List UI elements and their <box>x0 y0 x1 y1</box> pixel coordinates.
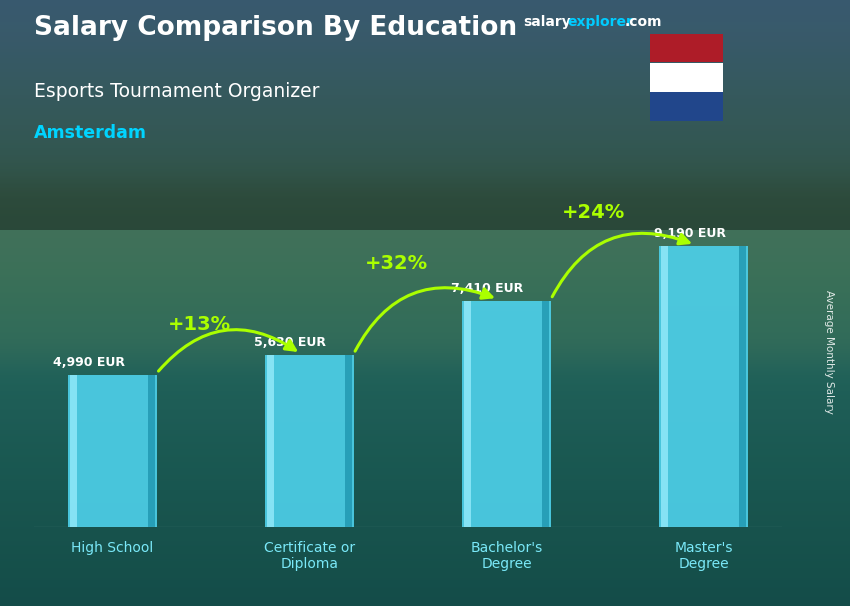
Bar <box>464 301 471 527</box>
Bar <box>267 355 274 527</box>
Bar <box>650 92 722 121</box>
Bar <box>650 63 722 92</box>
Text: Salary Comparison By Education: Salary Comparison By Education <box>34 15 517 41</box>
Text: salary: salary <box>523 15 570 29</box>
Text: 5,630 EUR: 5,630 EUR <box>254 336 326 349</box>
Bar <box>740 247 746 527</box>
Bar <box>345 355 352 527</box>
Text: Average Monthly Salary: Average Monthly Salary <box>824 290 834 413</box>
Bar <box>68 375 156 527</box>
Text: 9,190 EUR: 9,190 EUR <box>654 227 727 240</box>
Text: 4,990 EUR: 4,990 EUR <box>54 356 125 368</box>
Bar <box>660 247 748 527</box>
Text: Esports Tournament Organizer: Esports Tournament Organizer <box>34 82 320 101</box>
Bar <box>462 301 551 527</box>
Text: +24%: +24% <box>562 203 625 222</box>
Text: explorer: explorer <box>568 15 634 29</box>
Bar <box>0 0 850 230</box>
Bar <box>265 355 354 527</box>
Bar <box>542 301 549 527</box>
Text: +13%: +13% <box>167 315 230 335</box>
Bar <box>650 33 722 62</box>
Bar <box>661 247 668 527</box>
Bar <box>148 375 155 527</box>
Text: +32%: +32% <box>365 255 428 273</box>
Text: 7,410 EUR: 7,410 EUR <box>451 282 524 295</box>
Bar <box>70 375 76 527</box>
Text: .com: .com <box>625 15 662 29</box>
Text: Amsterdam: Amsterdam <box>34 124 147 142</box>
